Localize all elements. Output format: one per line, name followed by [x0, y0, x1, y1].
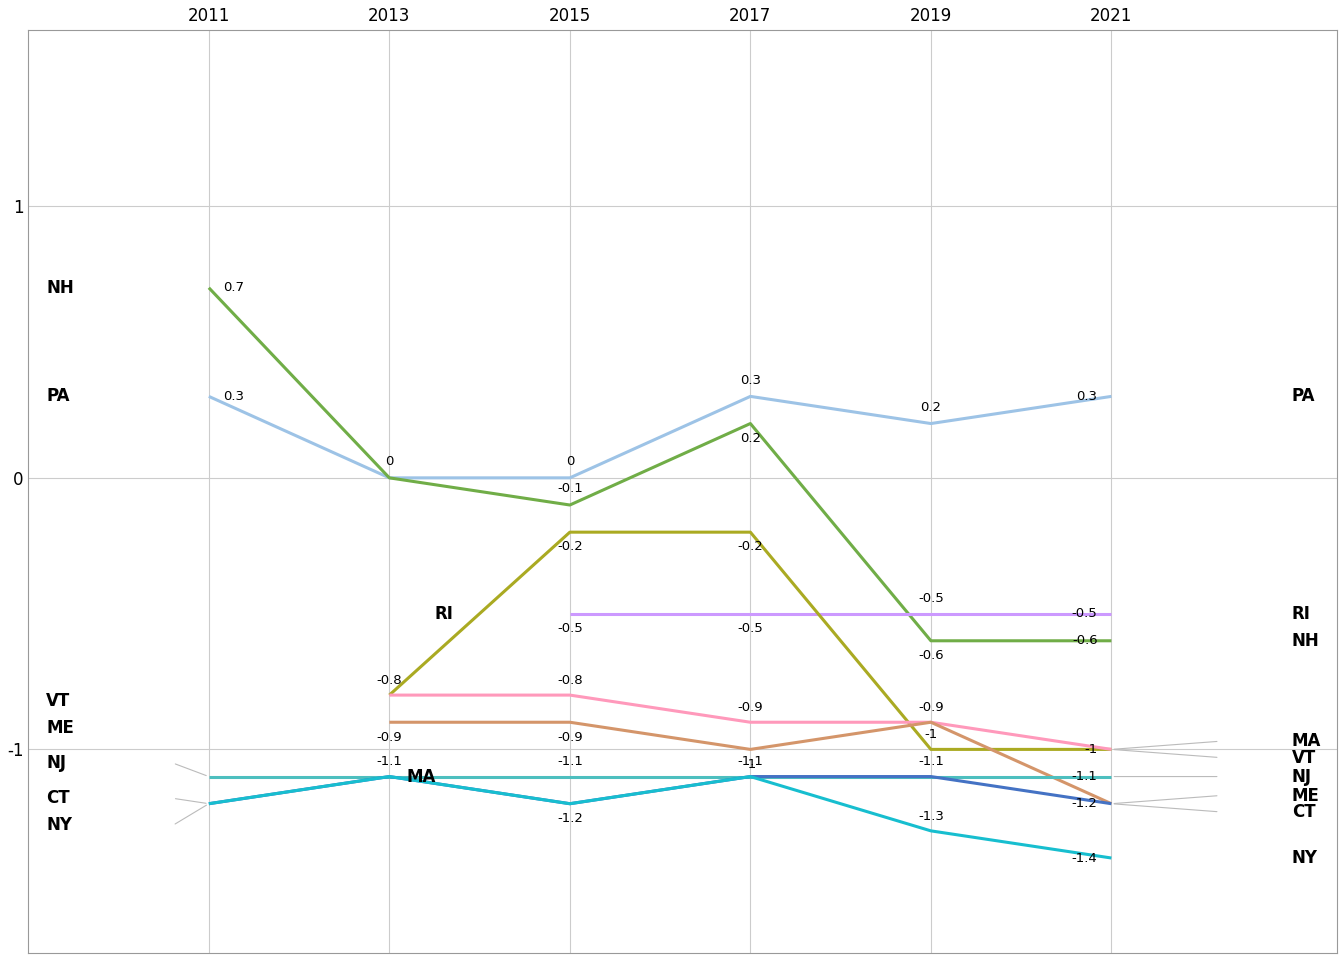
Text: -0.8: -0.8: [556, 674, 583, 686]
Text: -1.1: -1.1: [918, 756, 943, 768]
Text: NH: NH: [1292, 632, 1320, 650]
Text: -1.1: -1.1: [376, 756, 402, 768]
Text: -0.5: -0.5: [918, 592, 943, 606]
Text: VT: VT: [1292, 749, 1316, 766]
Text: 0.3: 0.3: [1077, 390, 1098, 403]
Text: -0.8: -0.8: [376, 674, 402, 686]
Text: NY: NY: [1292, 849, 1318, 867]
Text: -1.2: -1.2: [1071, 797, 1098, 810]
Text: -1: -1: [1085, 743, 1098, 756]
Text: NJ: NJ: [46, 754, 66, 772]
Text: CT: CT: [1292, 803, 1316, 821]
Text: VT: VT: [46, 691, 71, 709]
Text: -1.2: -1.2: [556, 812, 583, 825]
Text: -0.1: -0.1: [556, 482, 583, 495]
Text: -1: -1: [925, 728, 938, 741]
Text: -0.9: -0.9: [556, 731, 583, 744]
Text: -0.9: -0.9: [376, 731, 402, 744]
Text: NH: NH: [46, 278, 74, 297]
Text: -0.9: -0.9: [738, 701, 763, 714]
Text: -1.4: -1.4: [1071, 852, 1098, 865]
Text: 0.2: 0.2: [741, 432, 761, 444]
Text: RI: RI: [434, 605, 453, 623]
Text: -0.5: -0.5: [556, 622, 583, 635]
Text: ME: ME: [1292, 786, 1320, 804]
Text: -0.2: -0.2: [556, 540, 583, 554]
Text: CT: CT: [46, 789, 70, 807]
Text: PA: PA: [46, 388, 70, 405]
Text: -1.1: -1.1: [738, 756, 763, 768]
Text: -1: -1: [743, 757, 757, 771]
Text: -1.1: -1.1: [556, 756, 583, 768]
Text: MA: MA: [1292, 732, 1321, 751]
Text: -0.5: -0.5: [1071, 607, 1098, 620]
Text: -0.2: -0.2: [738, 540, 763, 554]
Text: -0.9: -0.9: [918, 701, 943, 714]
Text: 0: 0: [566, 455, 574, 468]
Text: 0: 0: [386, 455, 394, 468]
Text: 0.2: 0.2: [921, 401, 941, 414]
Text: -1.1: -1.1: [1071, 770, 1098, 783]
Text: 0.7: 0.7: [223, 281, 243, 295]
Text: -0.6: -0.6: [918, 649, 943, 662]
Text: PA: PA: [1292, 388, 1316, 405]
Text: NJ: NJ: [1292, 768, 1312, 785]
Text: 0.3: 0.3: [741, 373, 761, 387]
Text: ME: ME: [46, 719, 74, 736]
Text: NY: NY: [46, 816, 73, 834]
Text: 0.3: 0.3: [223, 390, 243, 403]
Text: MA: MA: [406, 768, 435, 785]
Text: -1.3: -1.3: [918, 809, 943, 823]
Text: -0.6: -0.6: [1073, 635, 1098, 647]
Text: RI: RI: [1292, 605, 1310, 623]
Text: -0.5: -0.5: [738, 622, 763, 635]
